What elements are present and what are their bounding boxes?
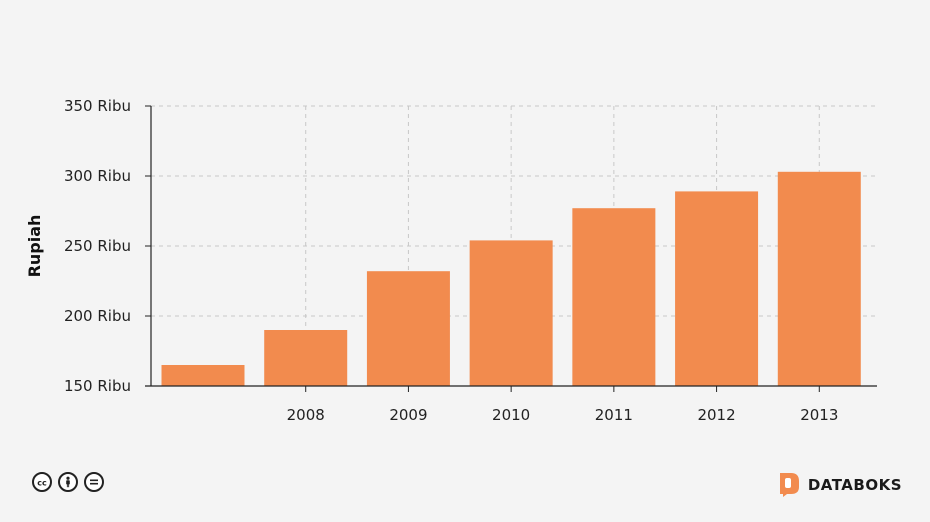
y-tick-label: 300 Ribu	[64, 167, 131, 185]
bar[interactable]	[264, 330, 348, 386]
bar[interactable]	[675, 191, 759, 386]
bar[interactable]	[572, 208, 656, 386]
x-tick-label: 2012	[697, 406, 735, 424]
bar[interactable]	[161, 365, 245, 386]
creative-commons-icon: cc	[32, 472, 52, 492]
bar[interactable]	[777, 171, 861, 386]
svg-text:cc: cc	[37, 479, 47, 488]
brand[interactable]: DATABOKS	[778, 472, 902, 498]
bar[interactable]	[469, 240, 553, 386]
x-tick-label: 2009	[389, 406, 427, 424]
axes	[145, 105, 877, 392]
x-tick-label: 2013	[800, 406, 838, 424]
y-tick-label: 250 Ribu	[64, 237, 131, 255]
bars	[161, 171, 861, 386]
attribution-icon	[58, 472, 78, 492]
y-tick-label: 200 Ribu	[64, 307, 131, 325]
x-tick-label: 2011	[595, 406, 633, 424]
y-tick-label: 150 Ribu	[64, 377, 131, 395]
brand-name: DATABOKS	[807, 476, 902, 494]
x-tick-label: 2008	[287, 406, 325, 424]
databoks-logo-icon	[779, 473, 799, 497]
no-derivatives-icon	[84, 472, 104, 492]
license-icons[interactable]: cc	[32, 472, 104, 492]
bar[interactable]	[366, 271, 450, 386]
y-axis-label: Rupiah	[25, 215, 44, 278]
x-tick-labels: 2008 2009 2010 2011 2012 2013	[287, 406, 839, 424]
y-tick-label: 350 Ribu	[64, 97, 131, 115]
y-tick-labels: 150 Ribu 200 Ribu 250 Ribu 300 Ribu 350 Ribu	[64, 97, 131, 395]
x-tick-label: 2010	[492, 406, 530, 424]
